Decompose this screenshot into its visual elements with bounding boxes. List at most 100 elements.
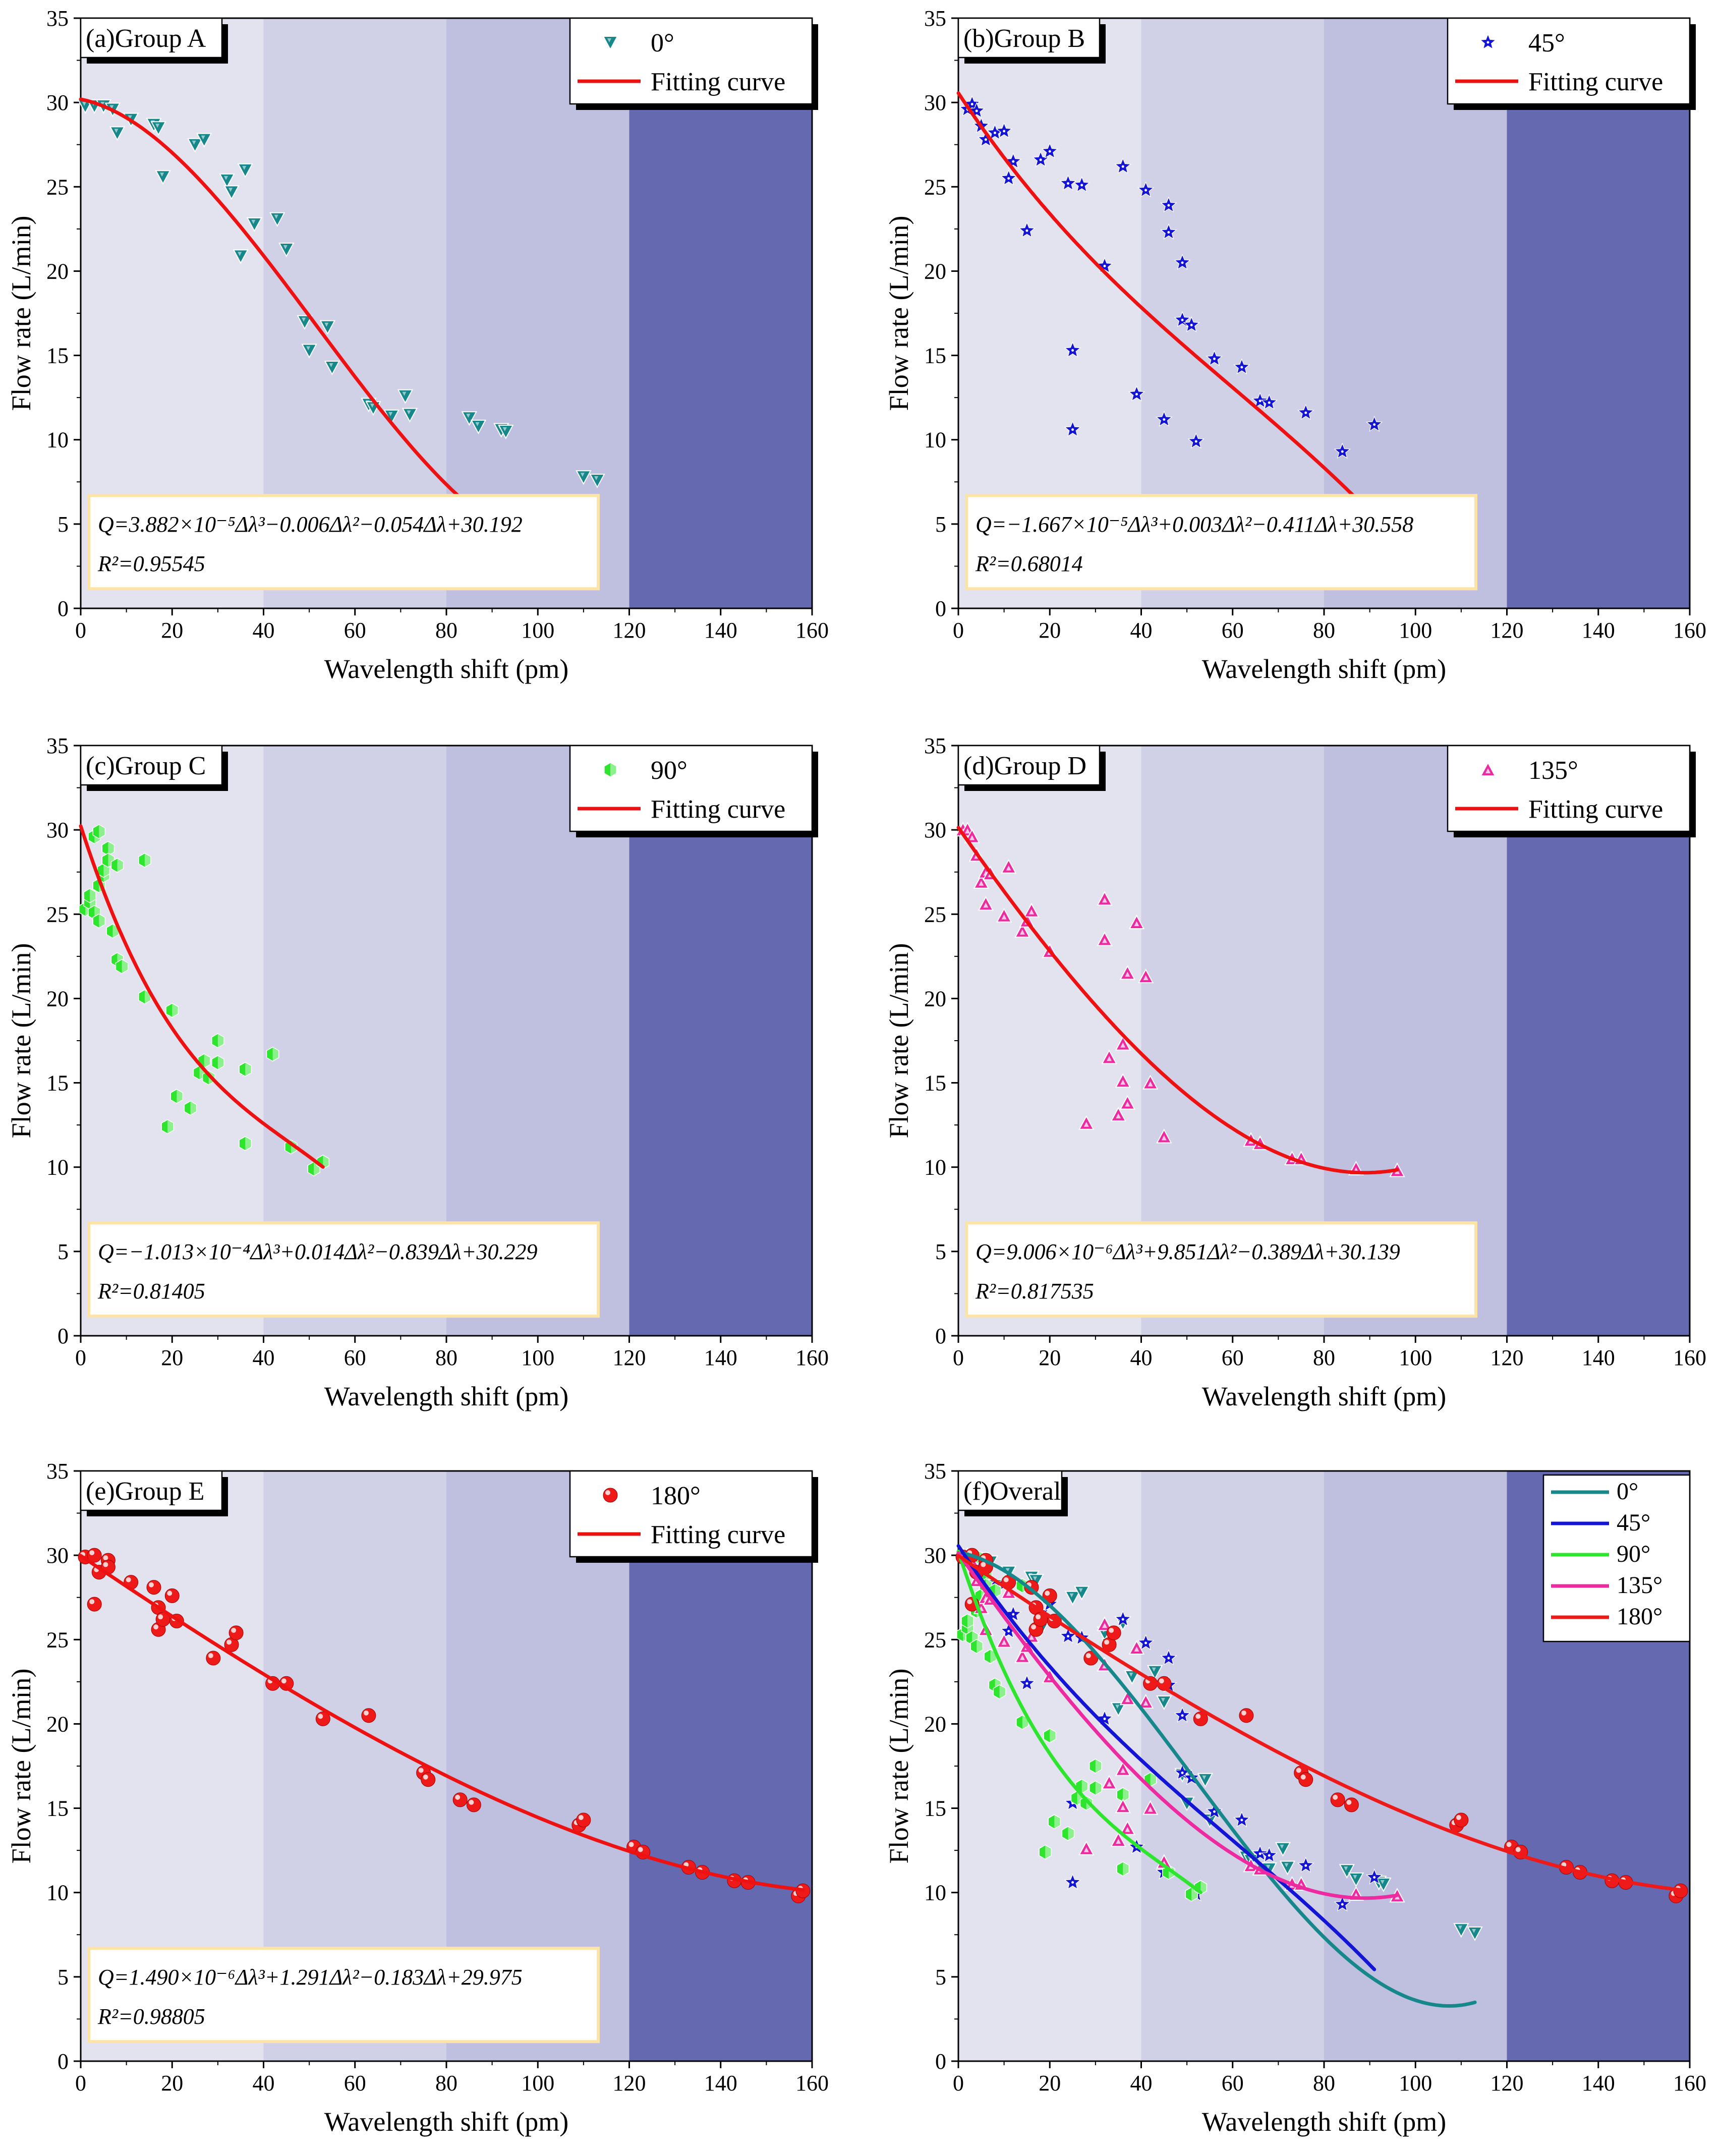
legend-marker-shine (1485, 768, 1490, 773)
data-point-shine (1280, 1844, 1284, 1849)
data-point-shine (1333, 1794, 1338, 1800)
r-squared: R²=0.95545 (97, 551, 205, 576)
data-point-shine (1083, 1847, 1089, 1852)
data-point-shine (172, 1003, 179, 1017)
x-tick-label: 20 (161, 1345, 183, 1370)
data-point (470, 419, 487, 435)
fit-equation: Q=3.882×10⁻⁵Δλ³−0.006Δλ²−0.054Δλ+30.192 (98, 512, 523, 537)
x-tick-label: 140 (704, 2071, 737, 2095)
data-point-shine (89, 1599, 95, 1605)
data-point-shine (242, 165, 247, 170)
legend-marker-shine (607, 38, 611, 42)
data-point (83, 888, 96, 903)
x-tick-label: 160 (795, 2071, 829, 2095)
y-tick-label: 30 (46, 1543, 69, 1568)
data-point-shine (274, 214, 278, 219)
x-tick-label: 120 (613, 2071, 646, 2095)
data-point-shine (970, 102, 973, 105)
data-point-shine (99, 825, 105, 838)
data-point (421, 1772, 436, 1787)
legend-fit-label: Fitting curve (651, 1520, 785, 1549)
data-point-shine (1069, 1593, 1074, 1598)
y-tick-label: 25 (924, 175, 946, 199)
y-tick-label: 25 (46, 175, 69, 199)
data-point (1467, 1926, 1483, 1942)
data-point (576, 470, 592, 485)
x-tick-label: 140 (1582, 618, 1615, 643)
data-point (970, 1638, 984, 1654)
x-axis-label: Wavelength shift (pm) (1202, 654, 1447, 684)
data-point-shine (1102, 938, 1107, 943)
data-point-shine (1003, 1577, 1009, 1582)
legend-label: 0° (1617, 1478, 1638, 1505)
y-tick-label: 35 (46, 6, 69, 31)
legend-box (1542, 1474, 1691, 1642)
data-point-shine (1103, 264, 1106, 267)
legend-box (1447, 17, 1691, 105)
data-point-shine (1346, 1799, 1352, 1805)
x-tick-label: 160 (795, 1345, 829, 1370)
y-tick-label: 0 (58, 1324, 69, 1348)
data-point-shine (201, 135, 205, 140)
data-point-shine (1067, 1635, 1069, 1638)
data-point-shine (245, 1062, 252, 1076)
y-tick-label: 10 (46, 1155, 69, 1180)
data-point (196, 133, 212, 148)
data-point-shine (1515, 1847, 1521, 1852)
legend-label: 90° (1617, 1541, 1650, 1567)
data-point (138, 853, 151, 868)
data-point-shine (1200, 1881, 1207, 1894)
panel-label-box (957, 17, 1101, 59)
series-curve (956, 1550, 1202, 1894)
series-curve (956, 1551, 1399, 1900)
x-tick-label: 0 (75, 618, 86, 643)
data-point (206, 1651, 221, 1666)
data-point-shine (1081, 1780, 1088, 1793)
data-point-shine (1102, 1623, 1107, 1628)
data-point-shine (1152, 1667, 1156, 1672)
data-point-shine (153, 1624, 159, 1630)
equation-box (87, 1221, 600, 1318)
data-point (87, 1597, 102, 1612)
data-point-shine (1241, 1710, 1246, 1716)
y-tick-label: 35 (46, 733, 69, 758)
data-point-shine (1125, 1101, 1130, 1107)
data-point-shine (160, 173, 164, 177)
panel-label: (f)Overall (963, 1477, 1068, 1506)
data-point-shine (128, 115, 132, 120)
x-tick-label: 120 (1490, 2071, 1524, 2095)
x-tick-label: 160 (795, 618, 829, 643)
fit-equation: Q=−1.667×10⁻⁵Δλ³+0.003Δλ²−0.411Δλ+30.558 (976, 512, 1413, 537)
data-point-shine (994, 131, 996, 134)
data-point-shine (1019, 929, 1025, 935)
data-point-shine (1161, 1135, 1167, 1141)
x-tick-label: 0 (953, 1345, 964, 1370)
panel-label-box (80, 17, 223, 59)
data-point-shine (1029, 1634, 1034, 1640)
fit-equation: Q=9.006×10⁻⁶Δλ³+9.851Δλ²−0.389Δλ+30.139 (976, 1239, 1400, 1264)
data-point (278, 242, 295, 258)
data-point (1064, 1591, 1081, 1606)
x-tick-label: 120 (1490, 618, 1524, 643)
data-point-shine (1120, 1042, 1126, 1048)
data-point-shine (1095, 1781, 1102, 1795)
r-squared: R²=0.98805 (97, 2004, 205, 2029)
data-point (589, 473, 605, 489)
x-tick-label: 100 (1399, 618, 1432, 643)
data-point-shine (281, 1678, 286, 1684)
legend-series-label: 180° (651, 1482, 701, 1510)
legend-fit-label: Fitting curve (1528, 795, 1663, 824)
data-point-shine (238, 252, 242, 256)
data-point-shine (103, 1562, 108, 1567)
y-tick-label: 35 (924, 6, 946, 31)
x-tick-label: 120 (1490, 1345, 1524, 1370)
data-point-shine (1144, 1641, 1148, 1644)
x-tick-label: 20 (161, 618, 183, 643)
data-point-shine (1025, 1682, 1028, 1685)
data-point-shine (1054, 1815, 1061, 1829)
panel-label: (a)Group A (86, 24, 206, 53)
data-point-shine (975, 109, 978, 112)
data-point (1298, 1772, 1313, 1787)
x-tick-label: 40 (1130, 618, 1153, 643)
legend-box (569, 1470, 813, 1558)
